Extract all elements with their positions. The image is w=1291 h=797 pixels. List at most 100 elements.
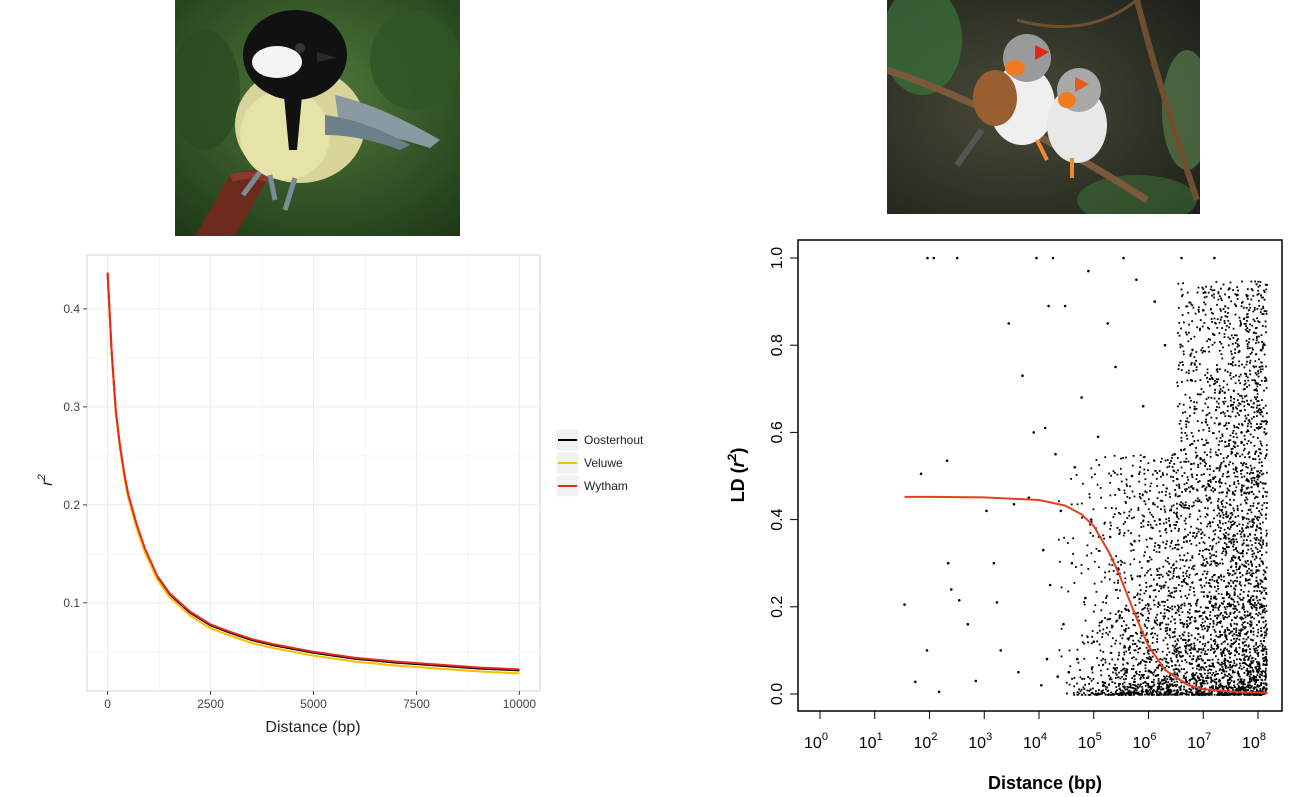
right-scatter-point — [1255, 647, 1258, 650]
right-scatter-point — [1183, 321, 1185, 324]
right-scatter-point — [1164, 692, 1167, 695]
right-scatter-point — [1233, 499, 1235, 502]
right-scatter-point — [1262, 587, 1265, 590]
right-scatter-point — [1144, 660, 1146, 663]
right-scatter-point — [1225, 694, 1228, 696]
right-scatter-point — [1255, 579, 1258, 582]
right-scatter-point — [1196, 680, 1199, 683]
right-scatter-point — [1185, 642, 1187, 644]
right-scatter-point — [1250, 623, 1253, 626]
right-scatter-point — [1232, 327, 1235, 330]
right-scatter-point — [1257, 455, 1260, 457]
right-scatter-point — [1225, 585, 1228, 588]
right-scatter-point — [1123, 492, 1126, 495]
right-scatter-point — [1247, 355, 1250, 358]
right-scatter-point — [1227, 688, 1230, 691]
right-scatter-point — [1259, 557, 1262, 560]
right-scatter-point — [1255, 450, 1258, 453]
right-scatter-point — [1241, 453, 1244, 456]
right-scatter-point — [1138, 575, 1142, 578]
right-scatter-point — [1212, 609, 1214, 611]
right-scatter-point — [1167, 617, 1170, 620]
right-scatter-point — [1176, 693, 1179, 695]
right-scatter-point — [1108, 630, 1111, 633]
right-scatter-point — [1229, 623, 1232, 625]
right-scatter-point — [1250, 288, 1253, 290]
right-scatter-point — [1217, 636, 1219, 638]
right-scatter-point — [1092, 678, 1095, 680]
right-scatter-point — [1190, 689, 1193, 692]
right-scatter-point — [1202, 679, 1204, 682]
right-scatter-point — [1224, 400, 1227, 403]
right-scatter-point — [1242, 542, 1245, 545]
right-scatter-point — [1247, 316, 1249, 318]
right-scatter-point — [1165, 572, 1168, 575]
right-scatter-point — [1110, 474, 1112, 477]
right-scatter-point — [1253, 604, 1256, 607]
right-scatter-point — [1183, 519, 1186, 522]
right-scatter-point — [1220, 578, 1223, 581]
right-scatter-point — [1249, 654, 1252, 657]
right-scatter-point — [1260, 442, 1262, 445]
right-scatter-point — [1112, 671, 1114, 674]
right-scatter-point — [1162, 688, 1165, 690]
right-scatter-point — [1255, 537, 1258, 539]
right-scatter-point — [1245, 294, 1248, 296]
right-scatter-point — [1045, 657, 1049, 661]
right-scatter-point — [1200, 474, 1203, 476]
right-scatter-point — [1161, 575, 1164, 578]
right-scatter-point — [1257, 400, 1260, 402]
right-scatter-point — [1174, 693, 1176, 695]
right-scatter-point — [1012, 503, 1016, 506]
right-scatter-point — [1156, 634, 1159, 637]
right-scatter-point — [1183, 554, 1186, 557]
right-scatter-point — [1149, 595, 1151, 598]
right-scatter-point — [1156, 505, 1159, 508]
right-scatter-point — [1240, 323, 1242, 326]
right-scatter-point — [1190, 352, 1193, 355]
right-scatter-point — [1214, 488, 1216, 491]
right-scatter-point — [1262, 653, 1264, 656]
right-scatter-point — [1112, 637, 1114, 640]
right-scatter-point — [1224, 664, 1226, 666]
right-scatter-point — [1245, 633, 1248, 636]
right-scatter-point — [1188, 331, 1190, 334]
right-scatter-point — [1117, 682, 1120, 685]
right-scatter-point — [1142, 682, 1145, 684]
right-scatter-point — [1042, 548, 1045, 552]
right-scatter-point — [1202, 309, 1205, 312]
right-scatter-point — [1240, 682, 1243, 685]
right-scatter-point — [1215, 687, 1217, 689]
right-scatter-point — [1201, 549, 1204, 552]
right-scatter-point — [1250, 425, 1253, 428]
right-scatter-point — [1206, 507, 1209, 510]
right-scatter-point — [1211, 539, 1214, 542]
right-scatter-point — [1224, 397, 1226, 399]
right-scatter-point — [1253, 479, 1256, 482]
right-scatter-point — [1214, 631, 1217, 633]
right-scatter-point — [1188, 507, 1190, 510]
right-scatter-point — [1102, 664, 1105, 666]
right-scatter-point — [1201, 286, 1204, 289]
right-scatter-point — [1197, 664, 1200, 666]
right-scatter-point — [1183, 602, 1186, 605]
right-scatter-point — [1258, 407, 1261, 410]
right-scatter-point — [1247, 526, 1250, 529]
right-scatter-point — [1175, 651, 1178, 653]
right-scatter-point — [1224, 630, 1227, 633]
right-scatter-point — [1207, 628, 1209, 631]
right-scatter-point — [1208, 659, 1211, 662]
right-scatter-point — [1117, 579, 1119, 582]
right-scatter-point — [1181, 345, 1184, 348]
right-scatter-point — [1092, 508, 1095, 511]
right-scatter-point — [1114, 494, 1117, 496]
right-scatter-point — [1145, 691, 1148, 694]
right-scatter-point — [1235, 647, 1238, 650]
right-scatter-point — [1246, 614, 1249, 617]
right-scatter-point — [1252, 406, 1255, 409]
right-scatter-point — [1233, 509, 1235, 512]
right-scatter-point — [1238, 680, 1241, 683]
right-scatter-point — [1120, 625, 1123, 627]
right-scatter-point — [1242, 686, 1244, 688]
right-scatter-point — [1248, 567, 1250, 570]
